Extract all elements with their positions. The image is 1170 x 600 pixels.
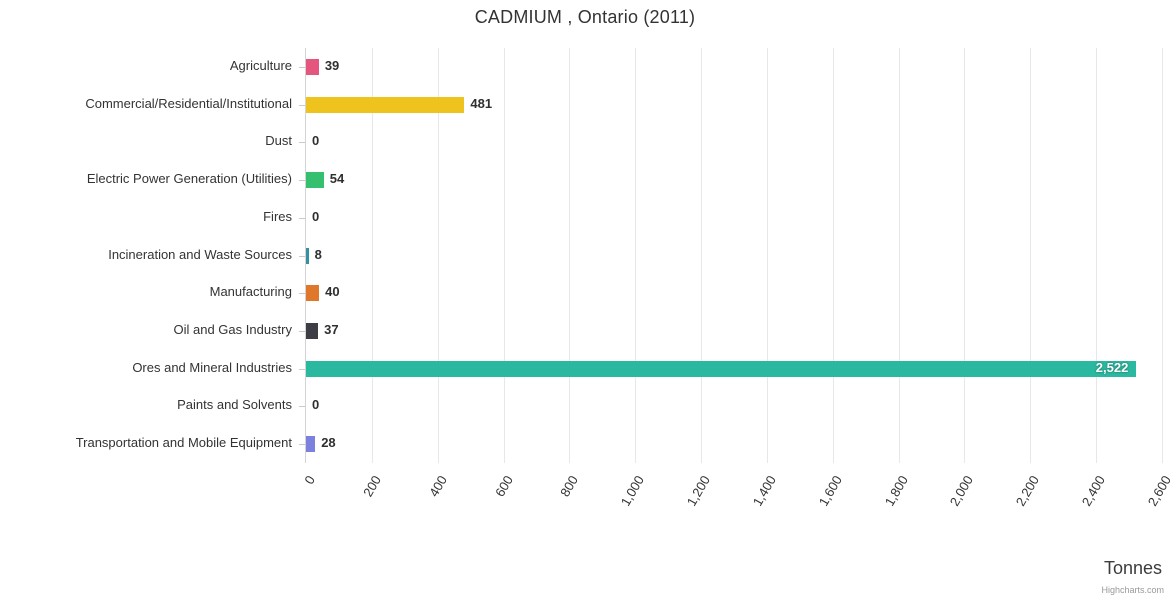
plot-area: 39 481 0 54 0 8 40 37 2,522 0 28 bbox=[305, 48, 1163, 463]
gridline bbox=[1162, 48, 1163, 463]
gridline bbox=[438, 48, 439, 463]
bar-value-label: 8 bbox=[314, 246, 322, 262]
x-tick-label: 200 bbox=[359, 473, 384, 500]
gridline bbox=[569, 48, 570, 463]
gridline bbox=[635, 48, 636, 463]
y-axis-tick bbox=[299, 369, 305, 370]
bar-ores-and-mineral-industries[interactable] bbox=[306, 360, 1137, 377]
x-tick-label: 2,200 bbox=[1013, 473, 1043, 509]
category-label: Paints and Solvents bbox=[177, 397, 292, 413]
highcharts-credit-link[interactable]: Highcharts.com bbox=[1101, 585, 1164, 595]
category-label: Fires bbox=[263, 208, 292, 224]
x-tick-label: 1,000 bbox=[617, 473, 648, 509]
bar-agriculture[interactable] bbox=[306, 58, 319, 75]
bar-value-label: 37 bbox=[324, 321, 339, 337]
bar-manufacturing[interactable] bbox=[306, 285, 320, 302]
y-axis-tick bbox=[299, 67, 305, 68]
bar-value-label: 39 bbox=[324, 57, 340, 73]
x-tick-label: 2,600 bbox=[1144, 473, 1170, 509]
gridline bbox=[1096, 48, 1097, 463]
bar-value-label: 0 bbox=[312, 133, 320, 149]
y-axis-tick bbox=[299, 406, 305, 407]
y-axis-tick bbox=[299, 444, 305, 445]
bar-commercial-residential-institutional[interactable] bbox=[306, 96, 465, 113]
x-tick-label: 400 bbox=[425, 473, 450, 500]
bar-value-label: 0 bbox=[312, 208, 320, 224]
category-label: Agriculture bbox=[229, 57, 292, 73]
gridline bbox=[833, 48, 834, 463]
y-axis-tick bbox=[299, 256, 305, 257]
category-label: Transportation and Mobile Equipment bbox=[75, 435, 292, 451]
category-label: Manufacturing bbox=[209, 284, 292, 300]
bar-transportation-and-mobile-equipment[interactable] bbox=[306, 436, 316, 453]
bar-value-label: 28 bbox=[321, 435, 336, 451]
x-tick-label: 800 bbox=[557, 473, 582, 500]
gridline bbox=[899, 48, 900, 463]
category-label: Incineration and Waste Sources bbox=[108, 246, 292, 262]
bar-incineration-and-waste-sources[interactable] bbox=[306, 247, 309, 264]
x-tick-label: 1,800 bbox=[881, 473, 911, 509]
x-tick-label: 2,400 bbox=[1078, 473, 1109, 509]
y-axis-tick bbox=[299, 105, 305, 106]
gridline bbox=[701, 48, 702, 463]
gridline bbox=[767, 48, 768, 463]
category-label: Oil and Gas Industry bbox=[173, 321, 293, 337]
chart-title: CADMIUM , Ontario (2011) bbox=[474, 7, 696, 27]
gridline bbox=[504, 48, 505, 463]
y-axis-tick bbox=[299, 293, 305, 294]
category-label: Dust bbox=[265, 133, 292, 149]
y-axis-tick bbox=[299, 331, 305, 332]
y-axis-tick bbox=[299, 142, 305, 143]
y-axis-labels: Agriculture Commercial/Residential/Instit… bbox=[0, 48, 305, 463]
x-tick-label: 1,200 bbox=[683, 473, 714, 509]
x-axis-title: Tonnes bbox=[1103, 558, 1162, 578]
x-tick-label: 0 bbox=[301, 473, 318, 487]
x-tick-label: 2,000 bbox=[947, 473, 977, 509]
gridline bbox=[964, 48, 965, 463]
gridline bbox=[372, 48, 373, 463]
bar-value-label: 0 bbox=[312, 397, 320, 413]
category-label: Electric Power Generation (Utilities) bbox=[86, 171, 292, 187]
bar-electric-power-generation-utilities[interactable] bbox=[306, 172, 324, 189]
bar-value-label: 54 bbox=[329, 171, 345, 187]
x-tick-label: 1,600 bbox=[815, 473, 845, 509]
category-label: Ores and Mineral Industries bbox=[132, 359, 292, 375]
bar-value-label: 481 bbox=[470, 95, 493, 111]
bar-oil-and-gas-industry[interactable] bbox=[306, 322, 319, 339]
category-label: Commercial/Residential/Institutional bbox=[85, 95, 292, 111]
y-axis-tick bbox=[299, 180, 305, 181]
x-tick-label: 600 bbox=[491, 473, 516, 500]
gridline bbox=[1030, 48, 1031, 463]
x-tick-label: 1,400 bbox=[749, 473, 779, 509]
y-axis-tick bbox=[299, 218, 305, 219]
bar-value-label: 40 bbox=[325, 284, 340, 300]
bar-value-label: 2,522 bbox=[1095, 359, 1129, 375]
